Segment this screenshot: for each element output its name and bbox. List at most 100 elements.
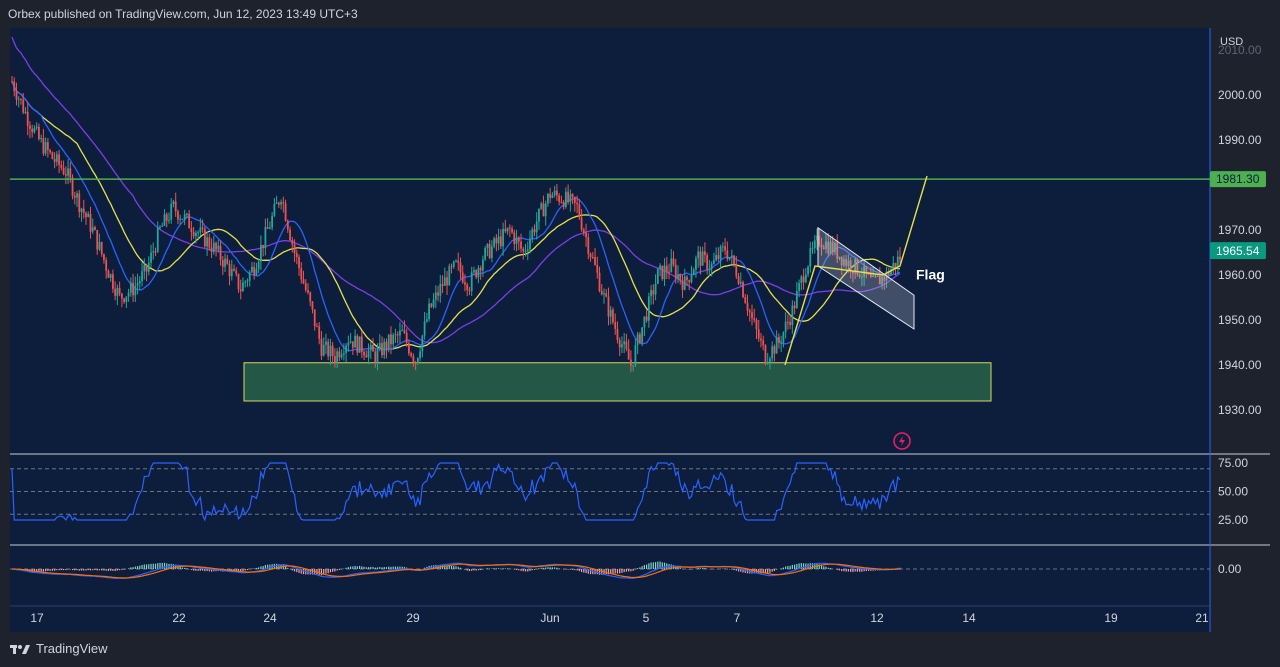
candle-body [345,345,348,353]
candle-body [726,250,729,260]
candle-body [163,214,166,226]
candle-body [856,259,859,275]
candle-body [239,289,242,292]
candle-body [867,273,870,275]
candle-body [890,269,892,276]
candle-body [277,202,280,205]
candle-body [591,257,594,259]
candle-body [432,299,435,307]
candle-body [399,330,401,336]
candle-body [342,352,345,355]
candle-body [811,248,814,250]
tradingview-footer[interactable]: TradingView [10,641,108,656]
candle-body [605,293,608,297]
candle-body [35,126,38,128]
candle-body [692,269,695,276]
flag-channel[interactable] [817,226,915,330]
candle-body [695,258,697,270]
candle-body [67,168,69,176]
candle-body [322,344,325,356]
candle-body [609,309,612,317]
candle-body [600,290,603,295]
candle-body [129,282,132,293]
candle-body [156,227,159,252]
candle-body [237,274,240,290]
candle-body [31,128,34,133]
candle-body [607,296,610,317]
candle-body [109,274,112,278]
candle-body [614,322,617,329]
candle-body [150,252,152,263]
candle-body [813,240,816,249]
candle-body [636,334,639,346]
time-tick-label: 29 [406,611,420,625]
candle-body [412,356,415,362]
price-tick-label: 2000.00 [1218,88,1262,102]
candle-body [26,111,29,126]
candle-body [387,334,390,350]
candle-body [284,203,287,221]
candle-body [168,219,170,221]
candle-body [775,336,778,354]
chart-pane-background [10,28,1210,632]
candle-body [780,342,783,344]
candle-body [91,227,94,232]
candle-body [470,272,473,291]
candle-body [748,310,751,313]
candle-body [215,242,217,250]
candle-body [320,338,323,356]
candle-body [13,81,16,92]
candle-body [385,341,388,350]
candle-body [618,339,621,348]
candle-body [340,354,343,358]
candle-body [883,276,886,281]
candle-body [603,293,605,295]
candle-body [719,246,722,260]
candle-body [120,293,123,299]
candle-body [127,292,130,297]
candle-body [892,262,895,270]
candle-body [60,164,63,168]
candle-body [560,201,563,203]
candle-body [690,275,693,283]
candle-body [526,249,529,251]
candle-body [715,255,718,261]
candle-body [737,276,740,284]
projection-path[interactable] [784,175,928,366]
candle-body [363,351,365,356]
candle-body [468,289,471,291]
candle-body [192,232,195,237]
candle-body [755,320,758,330]
candle-body [221,259,224,267]
candle-body [791,305,794,325]
support-zone[interactable] [243,362,992,402]
candle-body [822,247,825,250]
candle-body [634,345,637,366]
candle-body [138,281,141,284]
candle-body [367,350,370,358]
candle-body [621,344,623,348]
candle-body [228,264,231,277]
candle-body [381,343,383,356]
candle-body [414,361,417,364]
candle-body [410,353,413,357]
flash-alert-icon[interactable] [893,432,911,450]
candle-body [688,280,691,283]
candle-body [448,266,451,286]
candle-body [757,329,760,339]
candle-body [594,257,596,265]
candle-body [419,351,422,359]
candle-body [461,272,464,283]
candle-body [116,287,119,296]
candle-body [390,334,392,345]
candle-body [654,283,657,295]
candle-body [145,264,148,272]
candle-body [484,248,487,260]
candle-body [800,276,803,284]
candle-body [508,227,511,229]
candle-body [650,290,652,297]
candle-body [672,258,675,265]
candle-body [51,152,54,159]
candle-body [504,229,507,232]
